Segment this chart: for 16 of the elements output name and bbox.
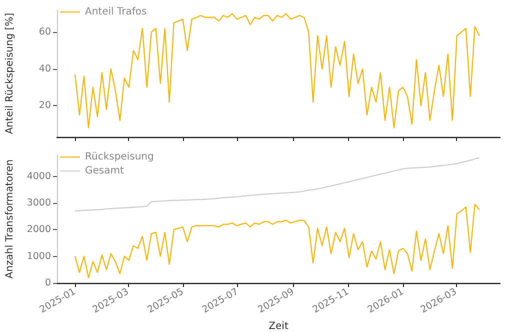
legend-label: Rückspeisung bbox=[85, 152, 154, 162]
y-tick-label: 40 bbox=[38, 63, 51, 74]
x-axis-title: Zeit bbox=[268, 321, 288, 332]
y-tick-label: 1000 bbox=[26, 250, 51, 262]
y-tick-label: 3000 bbox=[26, 198, 51, 208]
y-axis-title: Anzahl Transformatoren bbox=[4, 159, 16, 279]
y-tick-label: 60 bbox=[38, 26, 51, 38]
line-series bbox=[74, 204, 480, 278]
y-axis-title: Anteil Rückspeisung [%] bbox=[4, 12, 16, 134]
legend-label: Anteil Trafos bbox=[85, 6, 147, 18]
line-series bbox=[74, 13, 480, 128]
legend-label: Gesamt bbox=[85, 166, 124, 176]
y-tick-label: 20 bbox=[38, 100, 51, 112]
y-tick-label: 0 bbox=[44, 278, 51, 288]
y-tick-label: 2000 bbox=[26, 224, 51, 236]
y-tick-label: 4000 bbox=[26, 170, 51, 182]
